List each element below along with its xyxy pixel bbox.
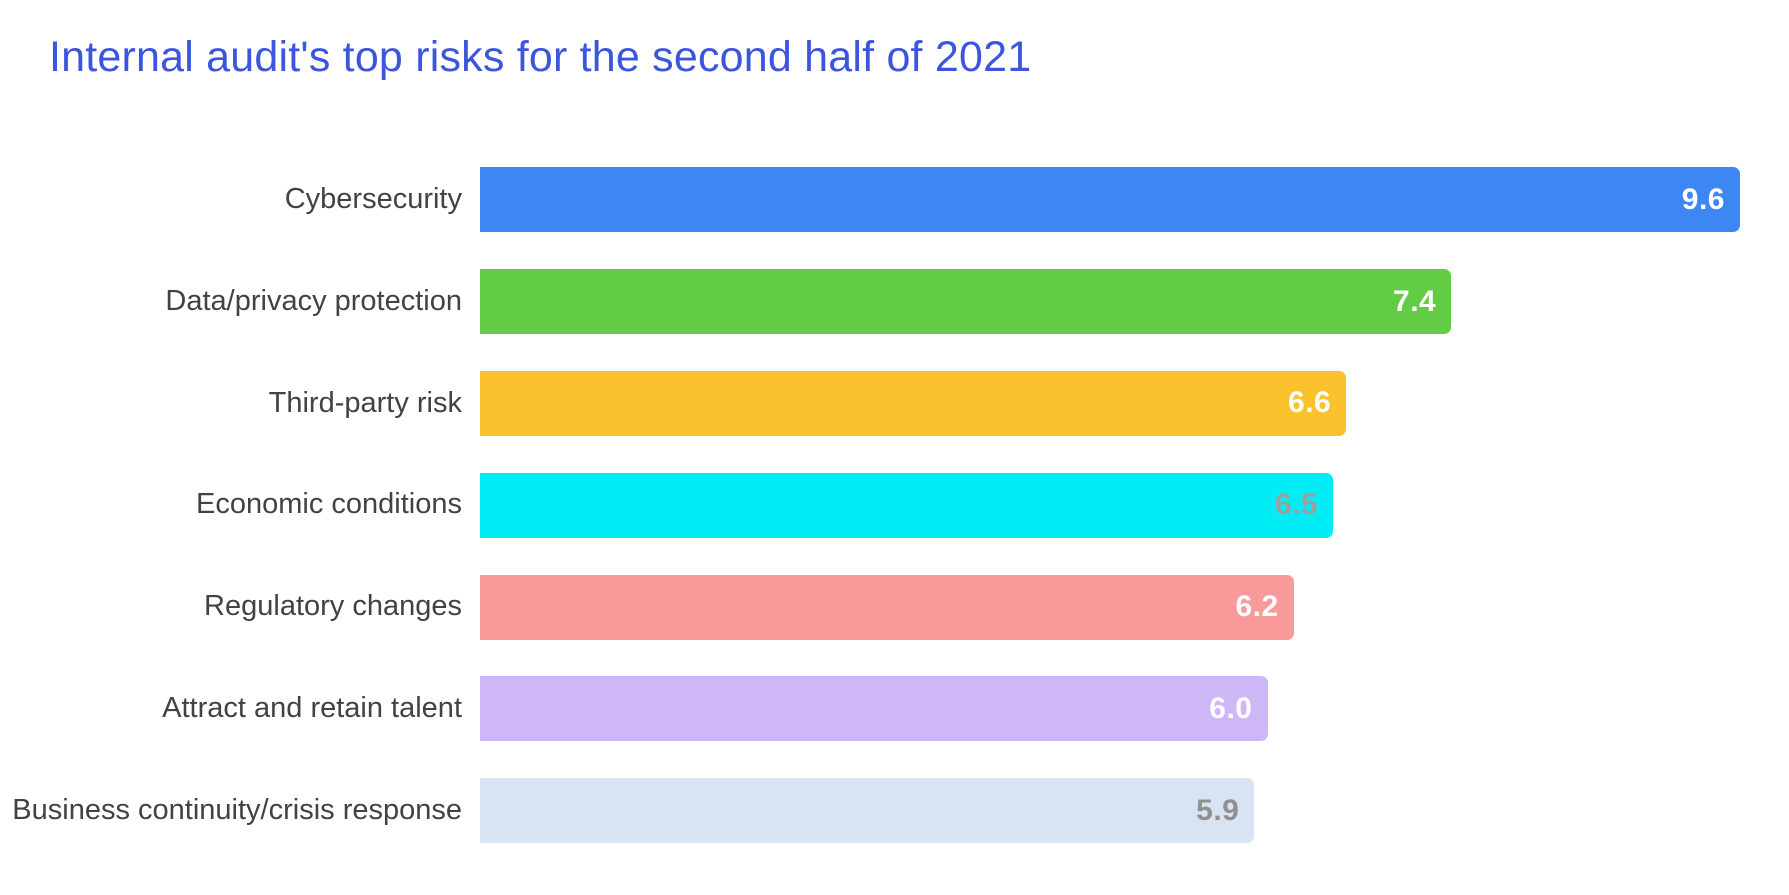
bar-track: 6.0 xyxy=(480,676,1740,742)
chart-title: Internal audit's top risks for the secon… xyxy=(49,33,1032,81)
bar: 6.5 xyxy=(480,472,1334,538)
bar-chart: Cybersecurity 9.6 Data/privacy protection 7… xyxy=(0,149,1740,862)
value-label: 9.6 xyxy=(1681,182,1725,216)
category-label: Attract and retain talent xyxy=(162,691,462,724)
bar-track: 6.6 xyxy=(480,370,1740,436)
category-label: Data/privacy protection xyxy=(165,284,462,317)
category-label: Regulatory changes xyxy=(204,590,462,623)
value-label: 6.6 xyxy=(1288,386,1332,420)
bar-row: Business continuity/crisis response 5.9 xyxy=(0,760,1740,862)
value-label: 6.0 xyxy=(1209,691,1253,725)
bar: 6.2 xyxy=(480,574,1294,640)
bar-track: 6.5 xyxy=(480,472,1740,538)
bar-track: 9.6 xyxy=(480,167,1740,233)
bar-row: Data/privacy protection 7.4 xyxy=(0,251,1740,353)
bar-row: Economic conditions 6.5 xyxy=(0,454,1740,556)
bar: 9.6 xyxy=(480,167,1740,233)
category-label: Third-party risk xyxy=(268,386,462,419)
value-label: 6.5 xyxy=(1274,488,1319,522)
category-label: Economic conditions xyxy=(196,488,462,521)
bar: 7.4 xyxy=(480,269,1452,335)
category-label: Business continuity/crisis response xyxy=(12,793,462,826)
bar-row: Cybersecurity 9.6 xyxy=(0,149,1740,251)
bar-track: 7.4 xyxy=(480,269,1740,335)
bar-track: 5.9 xyxy=(480,778,1740,844)
bar-track: 6.2 xyxy=(480,574,1740,640)
bar: 6.0 xyxy=(480,676,1268,742)
bar: 5.9 xyxy=(480,778,1255,844)
value-label: 6.2 xyxy=(1235,590,1279,624)
value-label: 7.4 xyxy=(1393,284,1437,318)
bar-row: Third-party risk 6.6 xyxy=(0,353,1740,455)
value-label: 5.9 xyxy=(1196,793,1240,827)
category-label: Cybersecurity xyxy=(284,182,462,215)
bar: 6.6 xyxy=(480,370,1347,436)
bar-row: Attract and retain talent 6.0 xyxy=(0,658,1740,760)
bar-row: Regulatory changes 6.2 xyxy=(0,556,1740,658)
